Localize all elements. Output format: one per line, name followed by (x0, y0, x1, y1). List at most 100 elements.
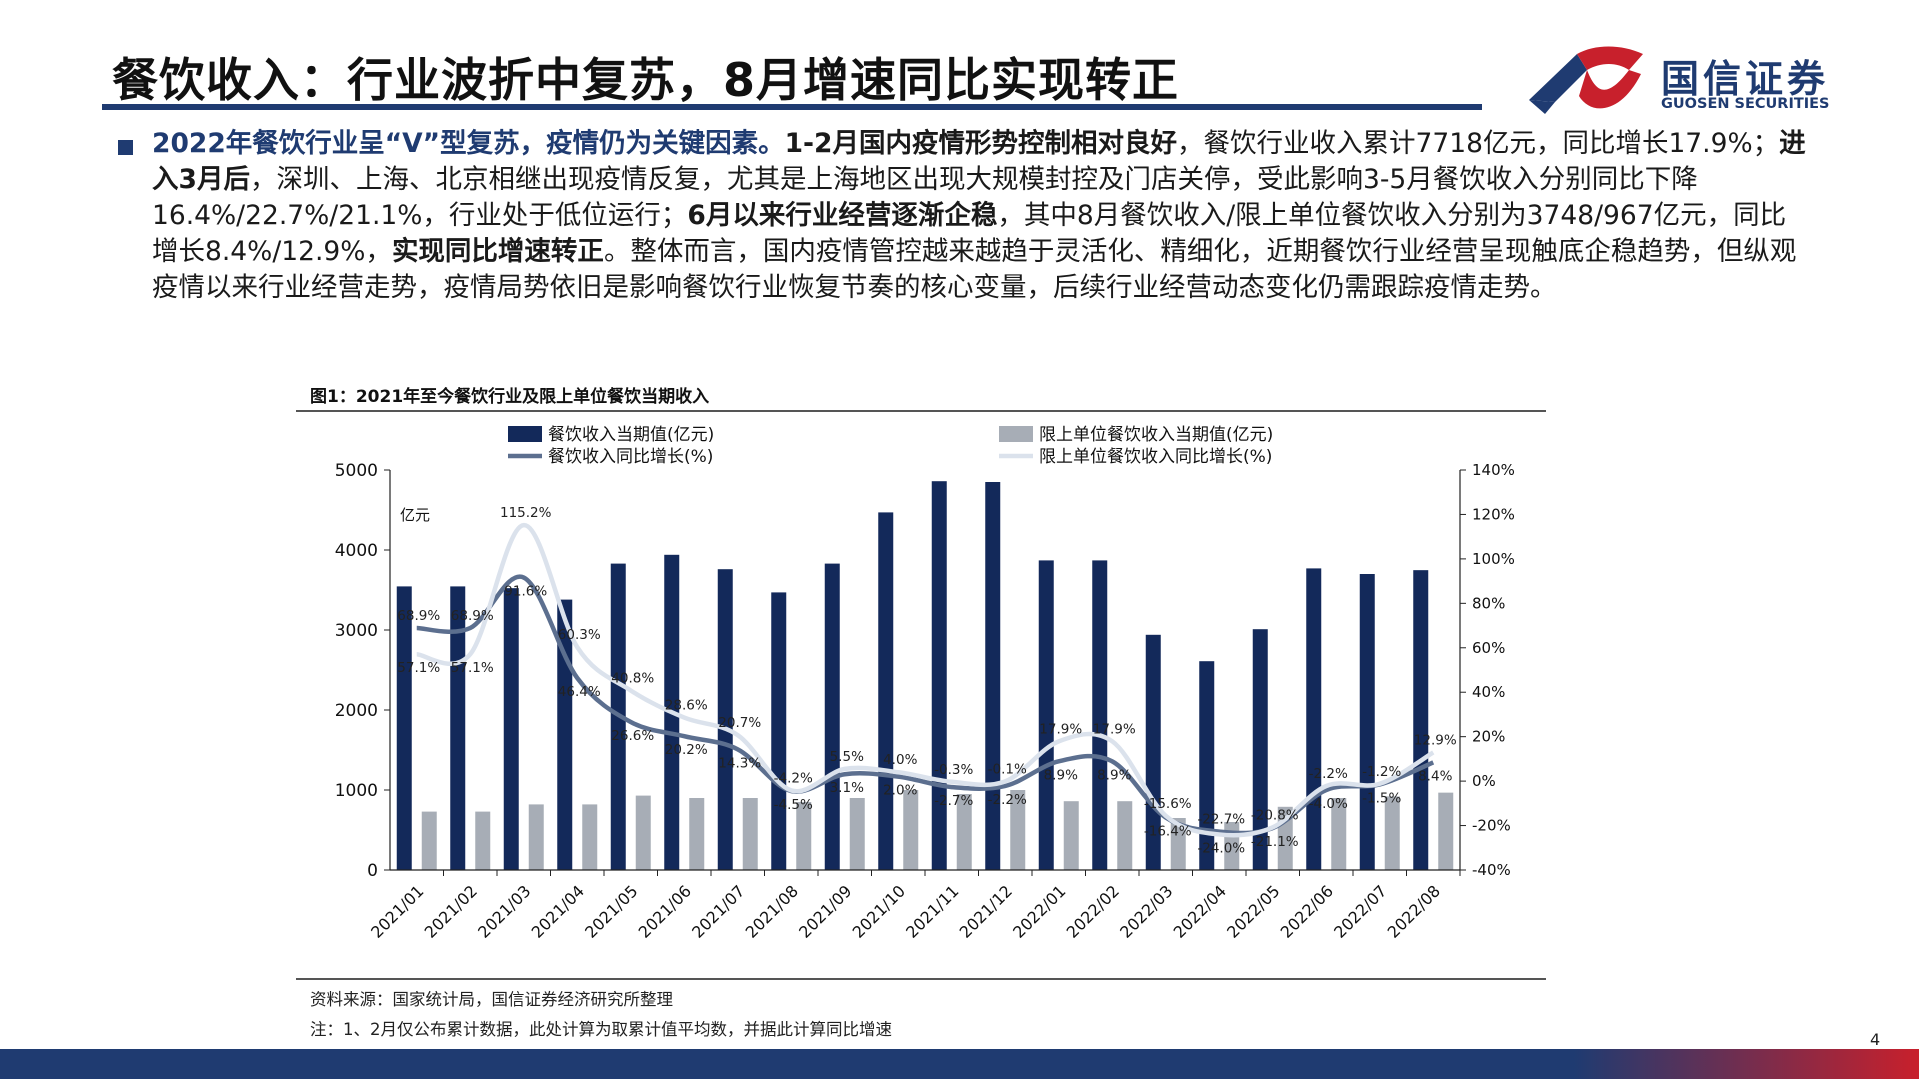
bar-revenue-0 (396, 586, 412, 870)
x-tick-7: 2021/08 (742, 881, 802, 941)
x-tick-6: 2021/07 (688, 881, 748, 941)
bar-above-scale-9 (903, 790, 919, 870)
page-title: 餐饮收入：行业波折中复苏，8月增速同比实现转正 (112, 53, 1180, 107)
bar-above-scale-12 (1063, 801, 1079, 870)
y-unit-label: 亿元 (400, 506, 430, 524)
para-lead: 2022年餐饮行业呈“V”型复苏，疫情仍为关键因素。 (152, 128, 785, 159)
bar-revenue-13 (1092, 560, 1108, 870)
bar-above-scale-3 (582, 804, 598, 870)
x-tick-11: 2021/12 (956, 881, 1016, 941)
revenue-chart: 餐饮收入当期值(亿元)餐饮收入同比增长(%) 限上单位餐饮收入当期值(亿元)限上单… (335, 425, 1515, 942)
x-tick-0: 2021/01 (367, 881, 427, 941)
y-right-tick-5: 60% (1472, 639, 1505, 657)
legend-label-3: 限上单位餐饮收入同比增长(%) (1039, 447, 1272, 467)
data-label-revenue-17: -4.0% (1309, 796, 1348, 812)
data-label-revenue-4: 26.6% (611, 728, 654, 744)
x-tick-14: 2022/03 (1116, 881, 1176, 941)
bar-revenue-10 (931, 481, 947, 870)
figure-top-rule (296, 410, 1546, 412)
legend-swatch-0 (508, 426, 542, 442)
bar-above-scale-4 (635, 795, 651, 870)
data-label-above-scale-11: -0.1% (988, 761, 1027, 777)
data-label-above-scale-17: -2.2% (1309, 766, 1348, 782)
bar-series (396, 481, 1454, 870)
data-label-revenue-3: 46.4% (558, 684, 601, 700)
x-tick-12: 2022/01 (1009, 881, 1069, 941)
data-label-revenue-11: -2.2% (988, 792, 1027, 808)
bar-revenue-11 (985, 482, 1001, 870)
bar-above-scale-5 (689, 798, 705, 870)
y-left-tick-3: 3000 (335, 621, 378, 641)
data-label-revenue-13: 8.9% (1097, 767, 1131, 783)
y-right-tick-6: 80% (1472, 594, 1505, 612)
para-bold-2: 进入3月后 (152, 128, 1806, 195)
footer-bar (0, 1049, 1919, 1079)
y-left-tick-5: 5000 (335, 461, 378, 481)
x-tick-15: 2022/04 (1170, 881, 1230, 941)
figure-bottom-rule (296, 978, 1546, 980)
data-label-above-scale-0: 57.1% (397, 660, 440, 676)
bar-revenue-9 (878, 512, 894, 870)
bar-revenue-6 (717, 569, 733, 870)
data-label-revenue-19: 8.4% (1418, 768, 1452, 784)
data-label-revenue-9: 2.0% (883, 783, 917, 799)
y-left-tick-4: 4000 (335, 541, 378, 561)
x-tick-9: 2021/10 (849, 881, 909, 941)
bar-above-scale-6 (742, 798, 758, 870)
data-label-revenue-1: 68.9% (451, 608, 494, 624)
bar-revenue-12 (1038, 560, 1054, 870)
bar-revenue-16 (1252, 629, 1268, 870)
logo-mark-icon (1529, 46, 1643, 114)
legend-label-2: 限上单位餐饮收入当期值(亿元) (1039, 425, 1273, 445)
data-label-above-scale-16: -20.8% (1251, 807, 1299, 823)
bar-revenue-19 (1413, 570, 1429, 870)
x-tick-17: 2022/06 (1277, 881, 1337, 941)
legend-label-0: 餐饮收入当期值(亿元) (548, 425, 714, 445)
data-label-revenue-7: -4.5% (774, 797, 813, 813)
para-text-3: ，其中8月餐饮收入/限上单位餐饮收入分别为3748/967亿元，同比增长8.4%… (152, 200, 1787, 267)
page-number: 4 (1870, 1030, 1881, 1049)
x-tick-19: 2022/08 (1384, 881, 1444, 941)
data-label-revenue-5: 20.2% (665, 742, 708, 758)
data-label-above-scale-18: -1.2% (1362, 764, 1401, 780)
data-label-above-scale-3: 60.3% (558, 627, 601, 643)
bar-revenue-15 (1199, 661, 1215, 870)
y-left-tick-0: 0 (367, 861, 378, 881)
y-right-tick-4: 40% (1472, 683, 1505, 701)
y-right-tick-7: 100% (1472, 550, 1515, 568)
summary-paragraph: 2022年餐饮行业呈“V”型复苏，疫情仍为关键因素。1-2月国内疫情形势控制相对… (152, 126, 1812, 306)
data-label-above-scale-6: 20.7% (718, 715, 761, 731)
x-tick-5: 2021/06 (635, 881, 695, 941)
y-right-tick-0: -40% (1472, 861, 1511, 879)
data-label-above-scale-19: 12.9% (1414, 732, 1457, 748)
data-label-above-scale-9: 4.0% (883, 752, 917, 768)
bar-above-scale-11 (1010, 790, 1026, 870)
y-left-tick-1: 1000 (335, 781, 378, 801)
para-text-4: 。整体而言，国内疫情管控越来越趋于灵活化、精细化，近期餐饮行业经营呈现触底企稳趋… (152, 236, 1797, 303)
y-right-tick-8: 120% (1472, 505, 1515, 523)
logo-text-cn: 国信证券 (1661, 57, 1830, 101)
bar-above-scale-14 (1170, 818, 1186, 870)
bar-above-scale-19 (1438, 792, 1454, 870)
data-label-above-scale-10: -0.3% (934, 762, 973, 778)
line-above-scale-yoy (416, 522, 1435, 838)
bar-revenue-2 (503, 588, 519, 870)
chart-legend: 餐饮收入当期值(亿元)餐饮收入同比增长(%) 限上单位餐饮收入当期值(亿元)限上单… (508, 425, 1273, 467)
bar-above-scale-7 (796, 802, 812, 870)
figure-source: 资料来源：国家统计局，国信证券经济研究所整理 (310, 990, 673, 1009)
para-bold-1: 1-2月国内疫情形势控制相对良好 (784, 128, 1177, 159)
data-label-above-scale-7: -4.2% (774, 770, 813, 786)
y-right-tick-9: 140% (1472, 461, 1515, 479)
bar-above-scale-13 (1117, 801, 1133, 870)
y-left-tick-2: 2000 (335, 701, 378, 721)
data-label-above-scale-1: 57.1% (451, 660, 494, 676)
bar-above-scale-0 (421, 811, 437, 870)
para-text-2: ，深圳、上海、北京相继出现疫情反复，尤其是上海地区出现大规模封控及门店关停，受此… (152, 164, 1698, 231)
bar-above-scale-18 (1384, 796, 1400, 870)
bar-revenue-18 (1359, 574, 1375, 870)
x-tick-18: 2022/07 (1330, 881, 1390, 941)
figure-title: 图1：2021年至今餐饮行业及限上单位餐饮当期收入 (310, 387, 710, 407)
title-underline (102, 104, 1482, 110)
data-label-revenue-10: -2.7% (934, 793, 973, 809)
x-tick-3: 2021/04 (528, 881, 588, 941)
